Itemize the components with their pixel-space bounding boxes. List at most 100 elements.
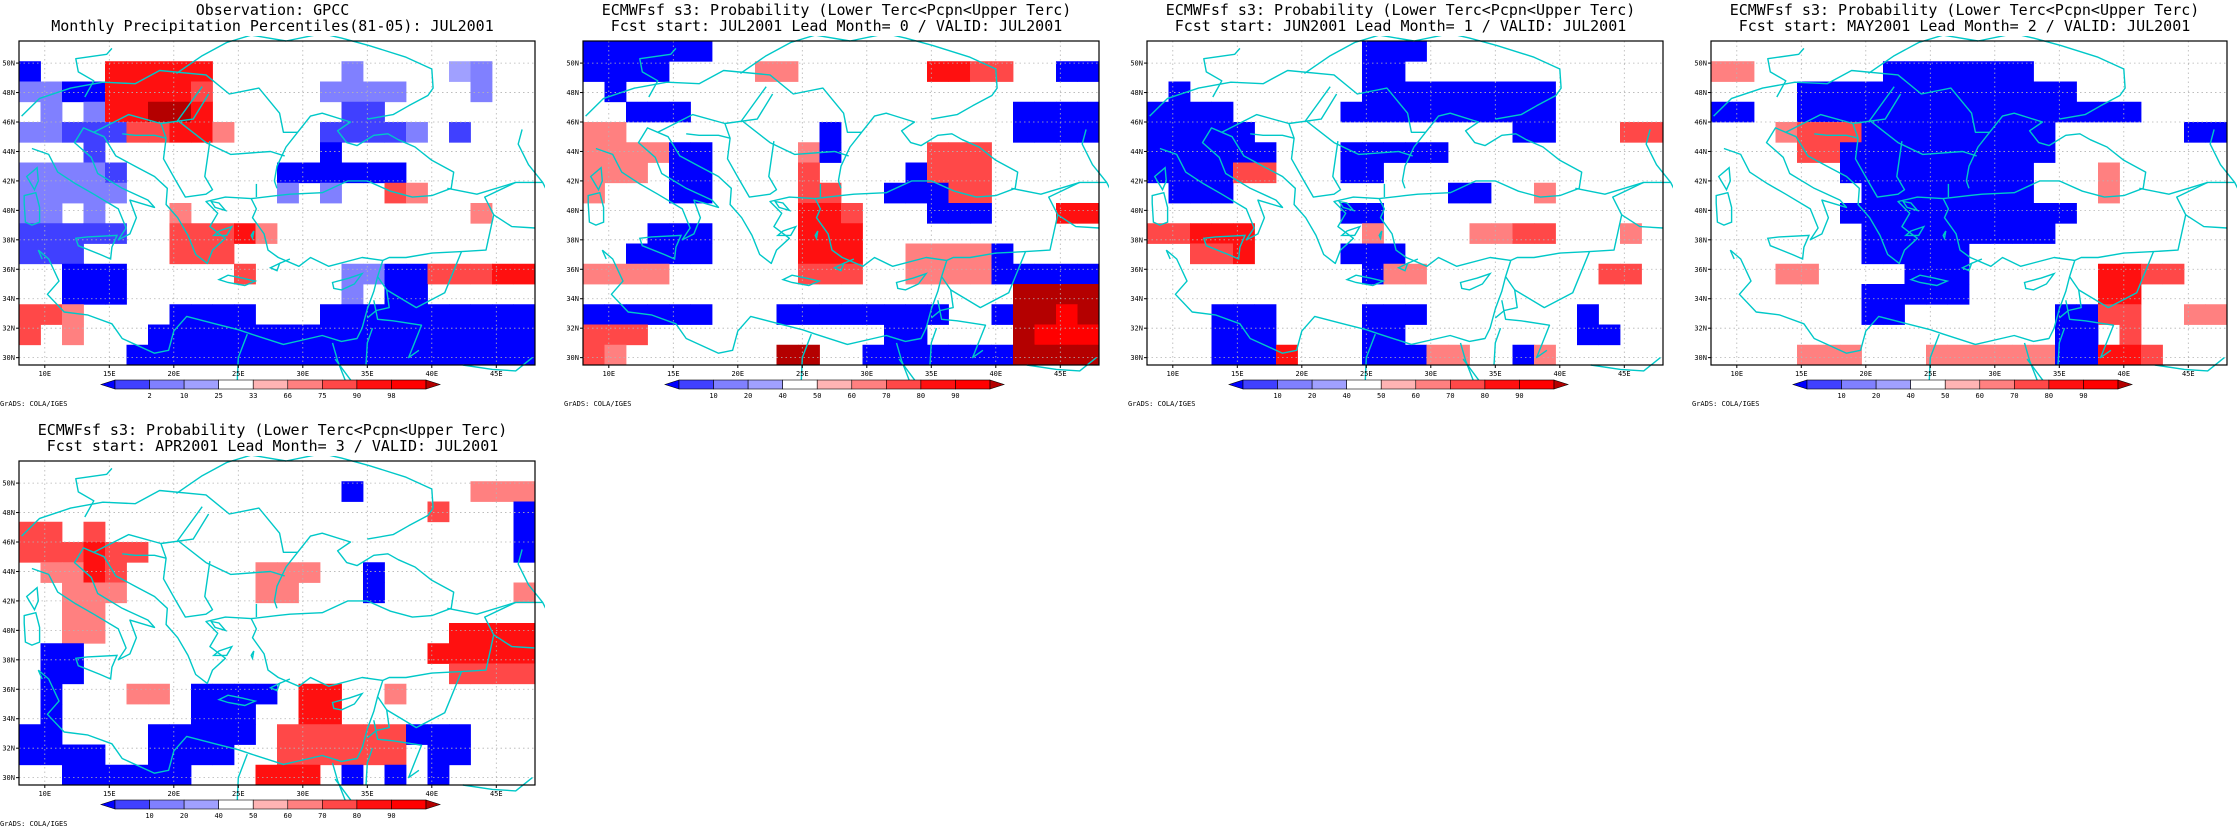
shaded-cell [647,41,670,62]
lon-tick-label: 25E [232,790,245,798]
island-outline [773,200,792,212]
shaded-cell [1904,243,1927,265]
shaded-cell [647,101,670,123]
shaded-cell [513,481,536,502]
shaded-cell [905,162,928,184]
coastline [447,601,543,615]
shaded-cell [83,764,106,786]
island-outline [1345,274,1386,287]
shaded-cell [1190,142,1212,163]
shaded-cell [1469,182,1492,204]
shaded-cell [2205,304,2228,325]
shaded-cell [298,724,321,745]
shaded-cell [126,122,149,143]
shaded-cell [406,304,428,325]
shaded-cell [1990,81,2013,103]
shaded-cell [2119,304,2142,325]
shaded-cell [2098,101,2120,123]
shaded-cell [604,142,627,163]
shaded-cell [1947,142,1970,163]
shaded-cell [384,324,407,346]
island-outline [832,262,845,272]
shaded-cell [19,223,41,244]
coastline [160,123,214,198]
shaded-cell [1405,344,1427,366]
shaded-cell [513,542,536,563]
shaded-cell [626,304,648,325]
lon-tick-label: 20E [167,370,180,378]
coastline [386,671,463,729]
shaded-cell [1013,304,1035,325]
shaded-cell [126,764,149,786]
map-frame [582,40,1100,366]
shaded-cell [862,344,885,366]
shaded-cell [1168,142,1191,163]
shaded-cell [1491,101,1513,123]
lat-tick-label: 44N [2,568,15,576]
shaded-cell [669,304,691,325]
island-outline [1202,234,1247,261]
shaded-cell [1840,344,1862,366]
shaded-cell [1405,81,1427,103]
shaded-cell [1840,101,1862,123]
shaded-cell [126,101,149,123]
shaded-cell [449,122,471,143]
colorbar-segment [1450,379,1486,390]
coastline [382,214,536,262]
shaded-cell [191,243,213,265]
coastline [2023,342,2040,385]
colorbar-segment [851,379,887,390]
shaded-cell [40,724,63,745]
shaded-cell [341,724,364,745]
colorbar-segment [149,379,185,390]
shaded-cell [363,81,385,103]
colorbar-segment [1792,379,1808,390]
shaded-cell [1077,284,1100,305]
shaded-cell [583,162,605,184]
shaded-cell [169,724,192,745]
colorbar-segment [955,379,991,390]
island-outline [209,200,228,212]
shaded-cell [234,263,256,285]
coastline [329,456,434,540]
island-outline [250,230,255,241]
shaded-cell [1362,81,1384,103]
shaded-cell [1947,344,1970,366]
shaded-cell [1147,122,1169,143]
shaded-cell [1883,182,1905,204]
shaded-cell [298,324,321,346]
shaded-cell [970,61,992,82]
lat-tick-label: 38N [566,236,579,244]
shaded-cell [1904,223,1927,244]
shaded-cell [1947,284,1970,305]
island-outline [23,611,41,646]
colorbar-segment [1875,379,1911,390]
coastline [724,123,778,198]
grads-credit: GrADS: COLA/IGES [1128,400,1196,408]
shaded-cell [798,344,820,366]
island-outline [279,258,291,265]
panel-title-line2: Monthly Precipitation Percentiles(81-05)… [51,17,494,35]
shaded-cell [19,521,41,543]
coastline [1612,181,1644,216]
coastline [2176,181,2208,216]
shaded-cell [341,304,364,325]
shaded-cell [970,263,992,285]
coastline [595,127,948,354]
shaded-cell [40,304,63,325]
shaded-cell [841,203,863,224]
colorbar-label: 60 [1412,392,1420,400]
shaded-cell [1056,344,1078,366]
panel-forecast-lead0: ECMWFsf s3: Probability (Lower Terc<Pcpn… [564,0,1109,415]
shaded-cell [406,724,428,745]
shaded-cell [1732,101,1755,123]
shaded-cell [776,344,799,366]
shaded-cell [341,344,364,366]
shaded-cell [1840,142,1862,163]
shaded-cell [1469,81,1492,103]
shaded-cell [40,683,63,705]
lat-tick-label: 46N [2,119,15,127]
lon-tick-label: 25E [1360,370,1373,378]
shaded-cell [212,344,235,366]
shaded-cell [1534,101,1556,123]
